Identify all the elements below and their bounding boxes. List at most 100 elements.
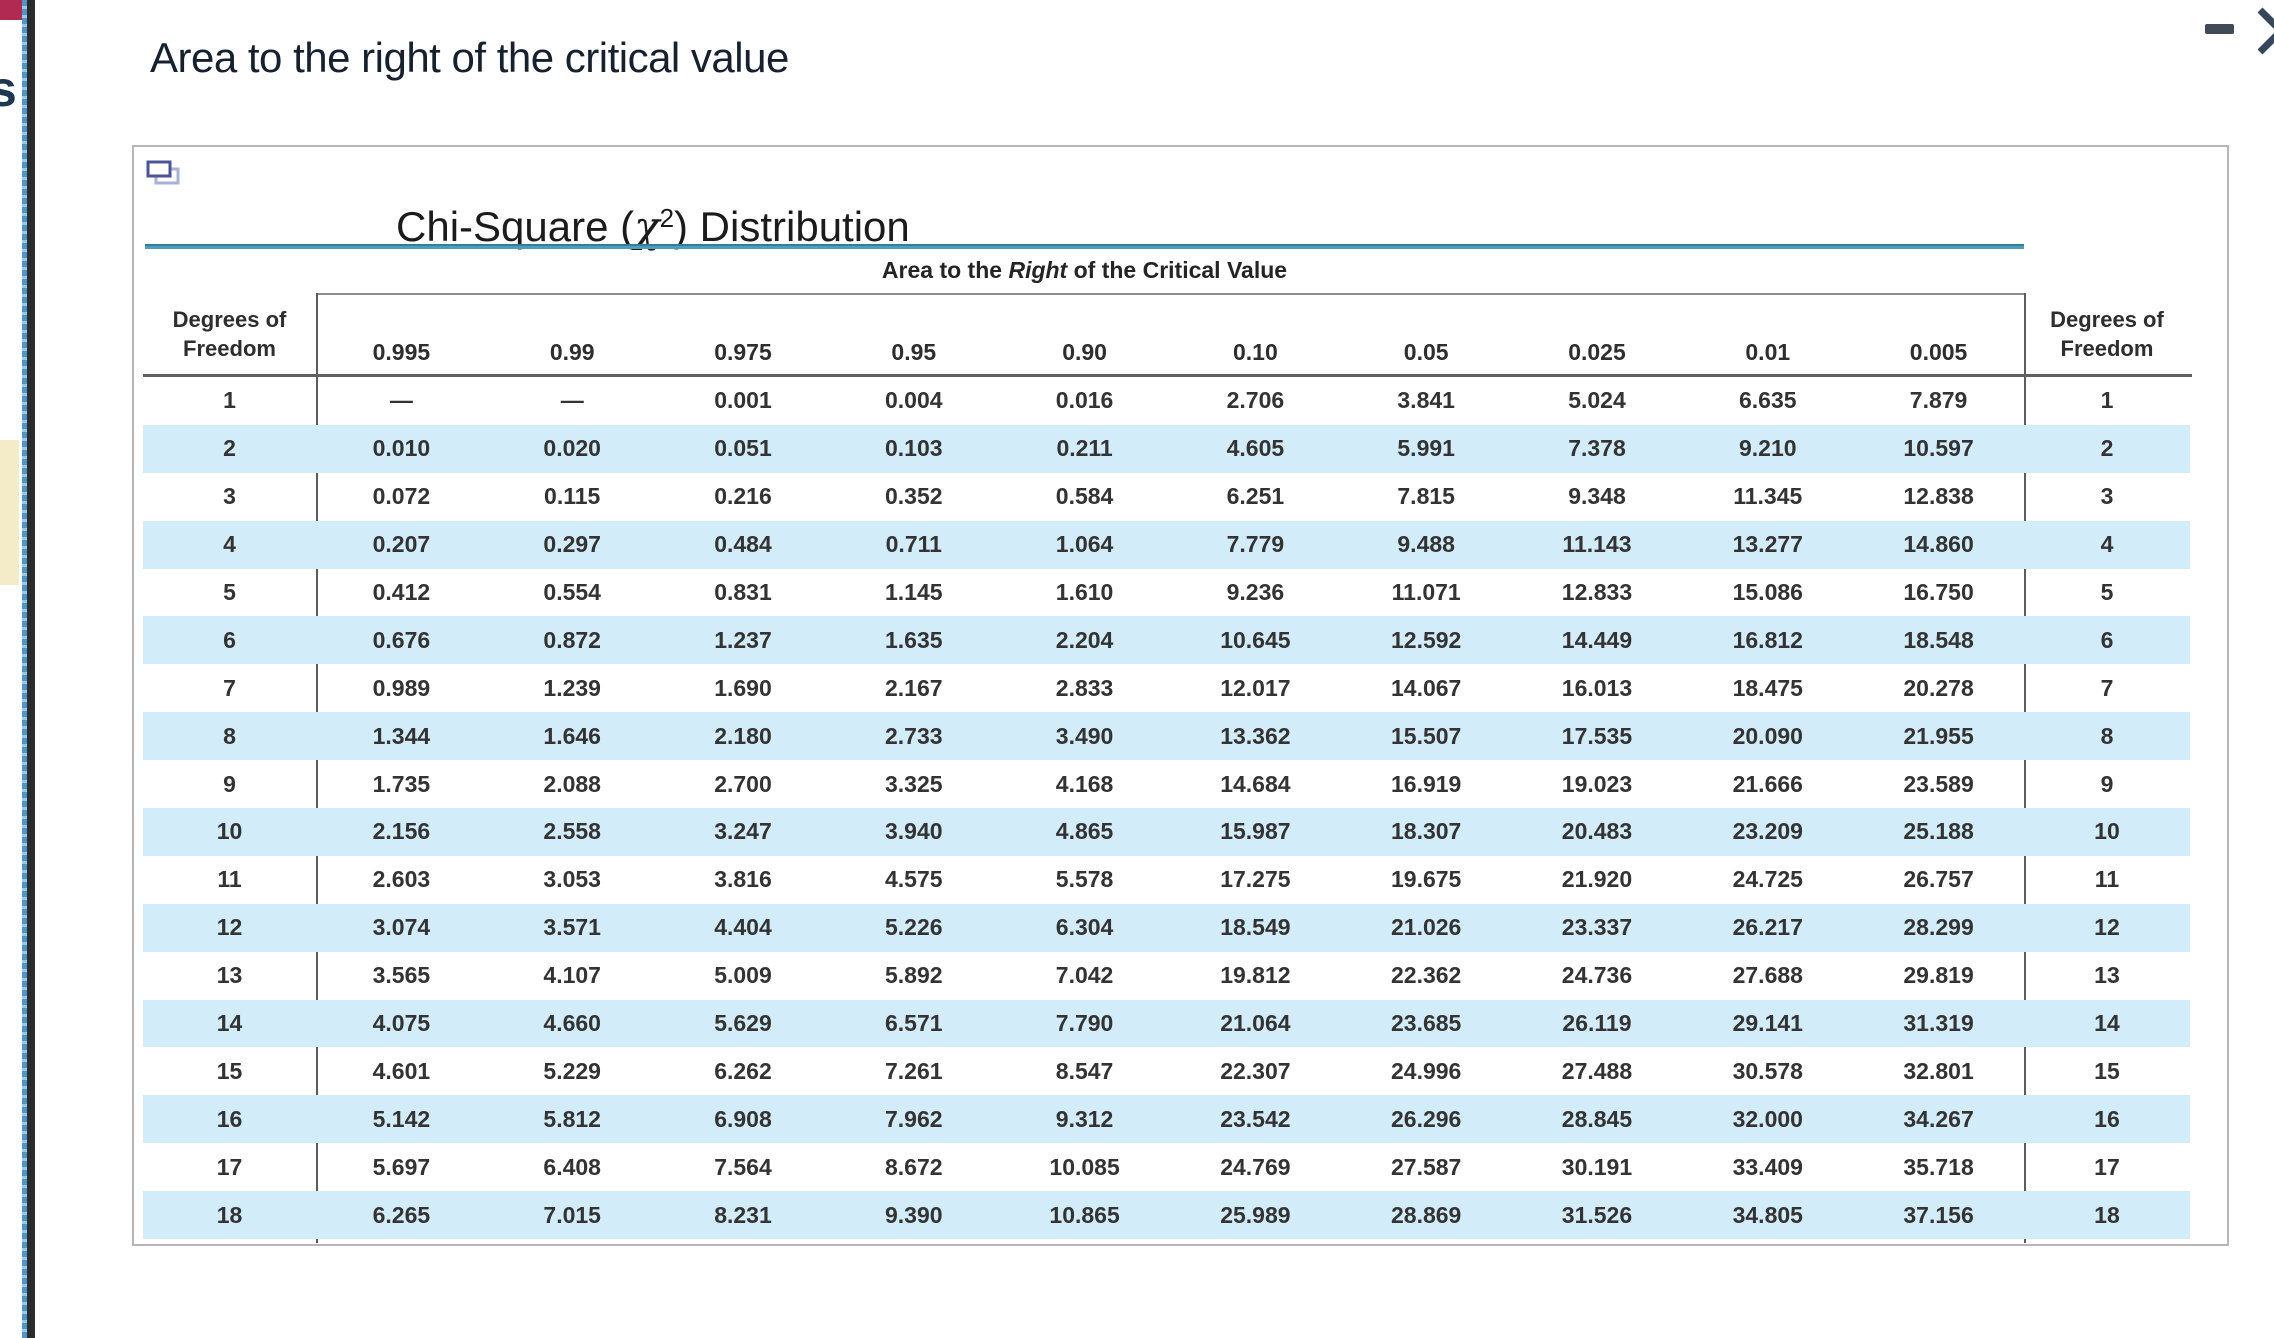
value-cell: 12.017	[1220, 674, 1291, 701]
dashed-divider-line	[22, 0, 27, 1338]
value-cell: 5.892	[885, 962, 943, 989]
value-cell: 15.086	[1732, 579, 1803, 605]
df-cell-right: 2	[2100, 435, 2114, 462]
left-rail-beige-block	[0, 440, 19, 585]
df-cell-left: 11	[217, 866, 242, 893]
area-label-post: of the Critical Value	[1067, 257, 1288, 283]
value-cell: 0.103	[885, 435, 943, 462]
value-cell: 1.646	[543, 722, 601, 749]
value-cell: 1.237	[714, 626, 772, 653]
value-cell: 5.009	[714, 962, 772, 989]
value-cell: 0.115	[544, 483, 601, 510]
value-cell: 22.307	[1220, 1057, 1291, 1084]
value-cell: 31.319	[1903, 1010, 1974, 1037]
value-cell: 5.991	[1397, 435, 1455, 462]
minimize-icon[interactable]	[2205, 24, 2234, 34]
df-left-divider-line	[316, 293, 318, 1243]
column-header-0.05: 0.05	[1403, 339, 1449, 365]
value-cell: 0.297	[543, 531, 601, 558]
value-cell: 7.962	[885, 1105, 943, 1132]
value-cell: 3.053	[543, 866, 601, 893]
value-cell: 17.535	[1561, 722, 1633, 749]
value-cell: 16.013	[1561, 674, 1633, 701]
value-cell: 13.362	[1220, 722, 1291, 749]
close-icon[interactable]	[2258, 6, 2274, 58]
value-cell: 0.051	[714, 435, 772, 462]
table-row: 1 — — 0.001 0.004 0.016 2.706 3.841 5.024 6.635 7.…	[143, 377, 2190, 425]
copy-pages-icon[interactable]	[146, 160, 180, 193]
value-cell: 5.697	[372, 1153, 431, 1180]
value-cell: 23.589	[1903, 770, 1974, 797]
value-cell: 9.312	[1055, 1105, 1114, 1132]
value-cell: 3.490	[1055, 722, 1114, 749]
value-cell: 12.833	[1561, 579, 1633, 605]
table-row: 4 0.207 0.297 0.484 0.711 1.064 7.779 9.488 11.1…	[143, 520, 2190, 569]
column-header-0.10: 0.10	[1233, 339, 1278, 365]
df-cell-right: 6	[2100, 626, 2114, 653]
df-cell-left: 2	[223, 435, 236, 462]
value-cell: 26.757	[1903, 866, 1974, 893]
df-cell-right: 1	[2100, 387, 2114, 414]
value-cell: 1.145	[885, 579, 943, 605]
df-cell-left: 9	[223, 770, 236, 797]
table-row: 11 2.603 3.053 3.816 4.575 5.578 17.275 19.675 2…	[143, 856, 2190, 904]
value-cell: 2.558	[543, 818, 601, 845]
value-cell: 0.872	[543, 626, 601, 653]
value-cell: 16.919	[1391, 770, 1462, 797]
df-cell-left: 17	[216, 1153, 243, 1180]
value-cell: 25.989	[1220, 1201, 1291, 1228]
value-cell: 24.736	[1561, 962, 1633, 989]
value-cell: 9.488	[1397, 531, 1455, 558]
column-header-0.01: 0.01	[1745, 339, 1791, 365]
value-cell: 7.042	[1055, 962, 1114, 989]
df-cell-right: 13	[2094, 962, 2120, 989]
value-cell: 4.107	[543, 962, 601, 989]
value-cell: 27.488	[1561, 1057, 1633, 1084]
table-row: 8 1.344 1.646 2.180 2.733 3.490 13.362 15.507 17…	[143, 712, 2190, 761]
value-cell: 0.412	[372, 579, 431, 605]
df-cell-right: 7	[2100, 674, 2114, 701]
value-cell: 24.769	[1220, 1153, 1291, 1180]
value-cell: 3.816	[714, 866, 772, 893]
value-cell: 6.908	[714, 1105, 772, 1132]
page-title: Area to the right of the critical value	[150, 34, 789, 81]
value-cell: 12.838	[1903, 483, 1974, 510]
df-cell-right: 17	[2094, 1153, 2120, 1180]
left-rail-maroon-block	[0, 0, 22, 20]
value-cell: 18.549	[1220, 914, 1291, 941]
df-cell-left: 15	[216, 1057, 243, 1084]
value-cell: 0.010	[372, 435, 431, 462]
value-cell: 27.587	[1391, 1153, 1462, 1180]
table-header-row: Degrees of Freedom 0.995 0.99 0.975 0.95 0.9…	[143, 293, 2190, 374]
value-cell: 0.352	[885, 483, 943, 510]
value-cell: 4.404	[714, 914, 772, 941]
value-cell: 20.483	[1561, 818, 1633, 845]
df-cell-left: 7	[223, 674, 236, 701]
df-cell-left: 8	[223, 722, 236, 749]
value-cell: 10.645	[1220, 626, 1291, 653]
value-cell: 3.571	[543, 914, 601, 941]
value-cell: 0.554	[543, 579, 601, 605]
value-cell: 0.216	[714, 483, 772, 510]
value-cell: 28.869	[1391, 1201, 1462, 1228]
column-header-0.025: 0.025	[1568, 339, 1626, 365]
value-cell: 2.833	[1055, 674, 1114, 701]
value-cell: 0.020	[543, 435, 601, 462]
value-cell: 15.507	[1391, 722, 1462, 749]
df-cell-right: 9	[2100, 770, 2114, 797]
df-header-right: Degrees of Freedom	[2024, 293, 2190, 374]
table-row: 14 4.075 4.660 5.629 6.571 7.790 21.064 23.685 2…	[143, 999, 2190, 1048]
value-cell: 37.156	[1903, 1201, 1974, 1228]
value-cell: 7.564	[714, 1153, 772, 1180]
value-cell: 10.597	[1903, 435, 1974, 462]
value-cell: 9.348	[1568, 483, 1626, 510]
value-cell: 13.277	[1732, 531, 1803, 558]
value-cell: 14.684	[1220, 770, 1291, 797]
table-row: 5 0.412 0.554 0.831 1.145 1.610 9.236 11.071 12.…	[143, 569, 2190, 617]
header-box-top-border	[316, 293, 2026, 295]
value-cell: 2.156	[372, 818, 431, 845]
value-cell: —	[389, 387, 413, 414]
value-cell: 26.296	[1391, 1105, 1462, 1132]
table-row: 9 1.735 2.088 2.700 3.325 4.168 14.684 16.919 19…	[143, 760, 2190, 808]
value-cell: 6.304	[1055, 914, 1114, 941]
